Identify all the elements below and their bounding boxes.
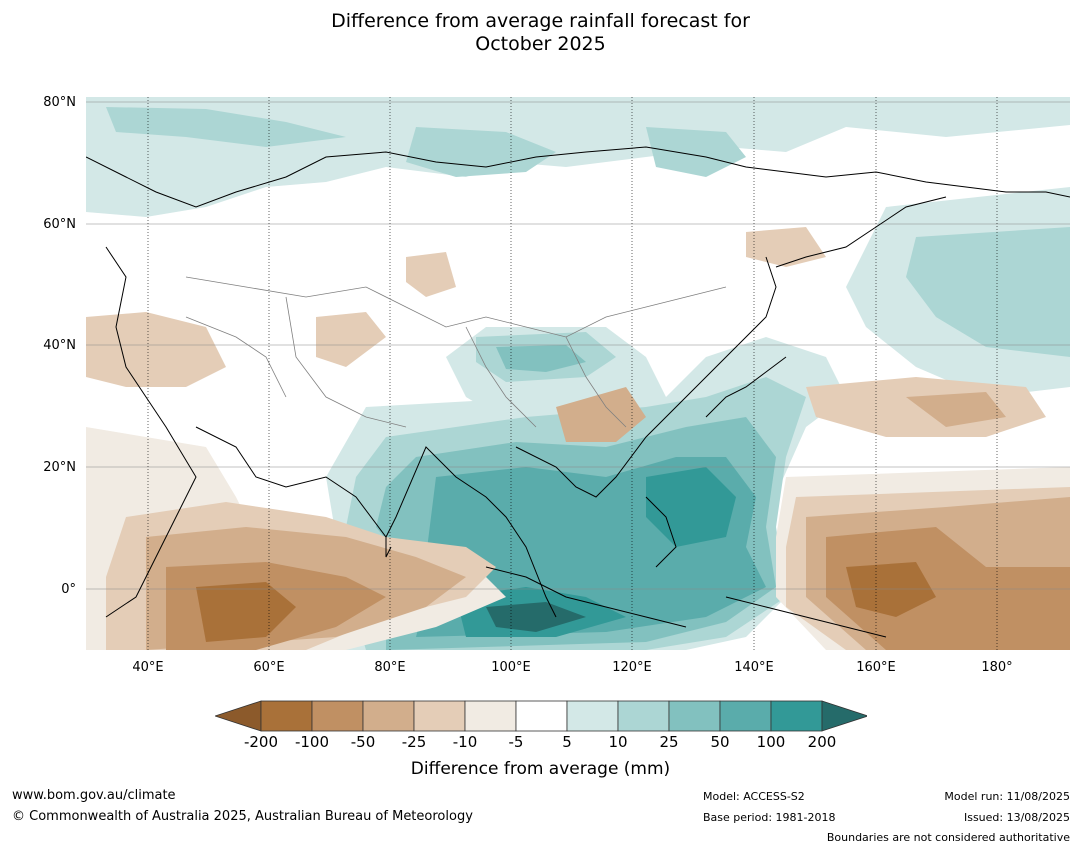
rainfall-anomaly-map <box>86 97 1070 650</box>
model-info: Model: ACCESS-S2 <box>703 790 805 803</box>
base-period-info: Base period: 1981-2018 <box>703 811 836 824</box>
colorbar-tick-label: -25 <box>401 733 427 751</box>
map-title: Difference from average rainfall forecas… <box>0 10 1081 56</box>
colorbar-bin <box>413 700 466 732</box>
colorbar-title: Difference from average (mm) <box>410 759 671 779</box>
lon-label-160e: 160°E <box>856 660 896 675</box>
map-svg <box>86 97 1070 650</box>
colorbar-bin <box>464 700 517 732</box>
colorbar-tick-label: 5 <box>562 733 572 751</box>
colorbar-tick-label: -50 <box>350 733 376 751</box>
colorbar-tick-label: -100 <box>294 733 330 751</box>
colorbar-bin <box>515 700 568 732</box>
colorbar <box>215 700 867 732</box>
title-line-1: Difference from average rainfall forecas… <box>331 10 750 32</box>
colorbar-tick-label: -5 <box>508 733 524 751</box>
lat-label-80n: 80°N <box>43 95 76 110</box>
lon-label-40e: 40°E <box>132 660 164 675</box>
colorbar-bin <box>770 700 823 732</box>
lat-label-20n: 20°N <box>43 460 76 475</box>
colorbar-bin <box>719 700 772 732</box>
colorbar-tick-label: 10 <box>608 733 628 751</box>
lon-label-140e: 140°E <box>734 660 774 675</box>
website-link[interactable]: www.bom.gov.au/climate <box>12 788 176 803</box>
colorbar-tick-label: -200 <box>243 733 279 751</box>
dry-anomaly-regions <box>86 227 1070 650</box>
lon-label-80e: 80°E <box>374 660 406 675</box>
issued-info: Issued: 13/08/2025 <box>963 811 1070 824</box>
lat-label-60n: 60°N <box>43 217 76 232</box>
lon-label-60e: 60°E <box>253 660 285 675</box>
colorbar-extend-low <box>215 700 262 732</box>
colorbar-bin <box>362 700 415 732</box>
colorbar-tick-label: 25 <box>659 733 679 751</box>
colorbar-bin <box>260 700 313 732</box>
colorbar-extend-high <box>821 700 867 732</box>
colorbar-bin <box>566 700 619 732</box>
model-run-info: Model run: 11/08/2025 <box>944 790 1070 803</box>
title-line-2: October 2025 <box>475 33 606 55</box>
lon-label-180: 180° <box>981 660 1013 675</box>
coastlines <box>86 146 1070 638</box>
boundaries-disclaimer: Boundaries are not considered authoritat… <box>826 831 1070 844</box>
colorbar-tick-label: 50 <box>710 733 730 751</box>
lon-label-120e: 120°E <box>612 660 652 675</box>
colorbar-bin <box>617 700 670 732</box>
country-borders <box>185 276 727 428</box>
lat-label-0: 0° <box>61 582 76 597</box>
lat-label-40n: 40°N <box>43 338 76 353</box>
colorbar-tick-label: 100 <box>756 733 786 751</box>
colorbar-tick-label: -10 <box>452 733 478 751</box>
copyright-notice: © Commonwealth of Australia 2025, Austra… <box>12 809 473 824</box>
colorbar-bin <box>311 700 364 732</box>
graticule <box>86 97 1070 650</box>
colorbar-tick-label: 200 <box>807 733 837 751</box>
lon-label-100e: 100°E <box>491 660 531 675</box>
colorbar-bin <box>668 700 721 732</box>
